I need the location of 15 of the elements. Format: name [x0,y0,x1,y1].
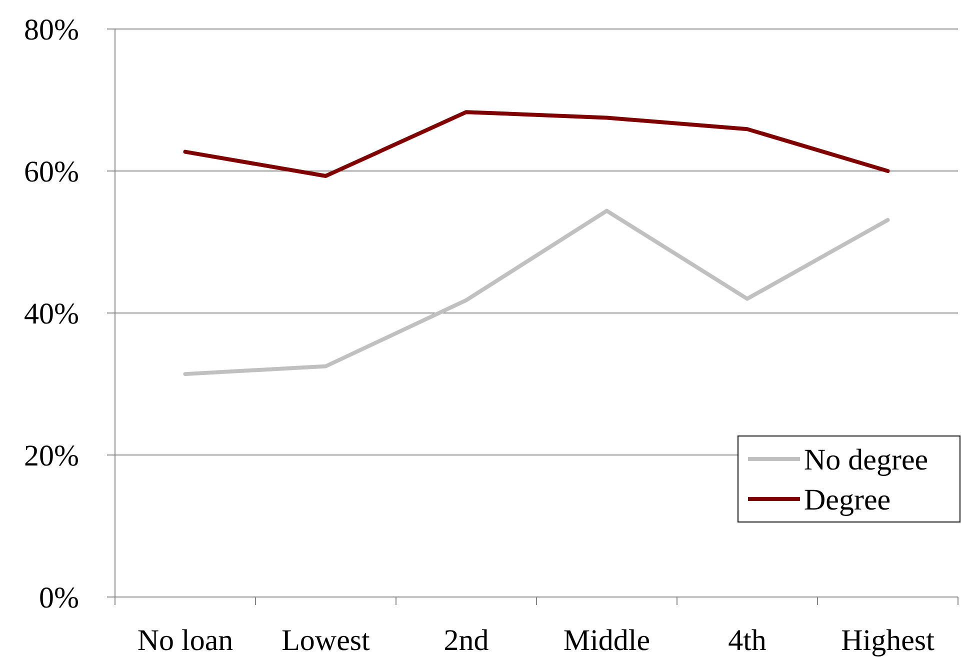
y-tick-label: 0% [39,582,79,614]
x-tick-label: No loan [137,624,234,657]
legend-label: No degree [804,444,928,476]
y-tick-label: 80% [24,14,79,46]
x-tick-label: Lowest [282,624,371,657]
line-series [183,208,890,376]
legend-label: Degree [804,484,891,516]
x-tick-label: Middle [563,624,650,657]
y-tick-label: 60% [24,156,79,188]
line-series [183,110,890,178]
x-tick-label: 2nd [444,624,489,657]
y-tick-label: 20% [24,440,79,472]
x-tick-label: Highest [841,624,936,657]
x-tick-label: 4th [728,624,766,657]
y-tick-label: 40% [24,298,79,330]
